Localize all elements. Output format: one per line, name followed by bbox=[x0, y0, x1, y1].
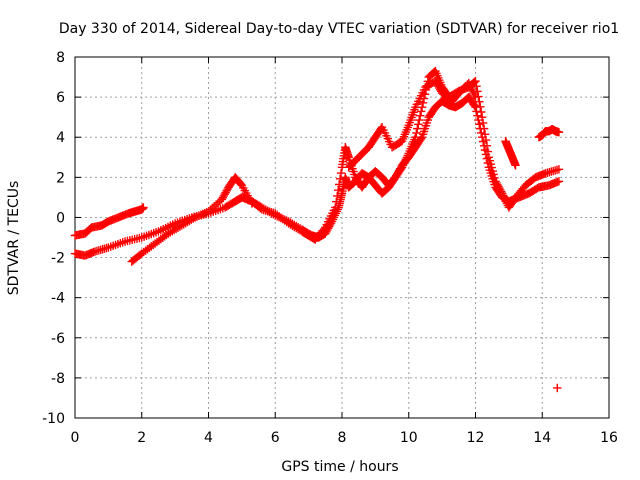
data-point-marker bbox=[486, 159, 495, 169]
y-tick-label: -4 bbox=[51, 291, 65, 307]
data-point-marker bbox=[333, 186, 343, 195]
data-point-marker bbox=[331, 203, 340, 212]
data-point-marker bbox=[480, 130, 490, 139]
data-point-marker bbox=[483, 147, 493, 156]
data-point-marker bbox=[332, 197, 341, 206]
data-point-marker bbox=[333, 191, 342, 201]
data-point-marker bbox=[554, 177, 564, 186]
data-point-marker bbox=[471, 92, 480, 102]
data-point-marker bbox=[473, 111, 482, 120]
y-tick-label: 2 bbox=[56, 170, 65, 186]
y-tick-label: 0 bbox=[56, 210, 65, 226]
y-axis-label: SDTVAR / TECUs bbox=[6, 181, 22, 296]
y-tick-label: -10 bbox=[42, 411, 65, 427]
y-tick-label: 6 bbox=[56, 90, 65, 106]
data-point-marker bbox=[470, 101, 479, 110]
data-point-marker bbox=[335, 174, 345, 183]
series-track-a bbox=[70, 203, 148, 240]
data-point-marker bbox=[482, 141, 492, 151]
x-tick-labels: 0 2 4 6 8 10 12 14 16 bbox=[71, 430, 618, 446]
y-tick-label: -2 bbox=[51, 251, 65, 267]
data-point-marker bbox=[475, 97, 484, 106]
data-point-marker bbox=[477, 112, 487, 122]
data-point-marker bbox=[414, 120, 423, 129]
data-point-marker bbox=[139, 203, 148, 212]
data-point-marker bbox=[417, 102, 427, 112]
data-point-marker bbox=[511, 161, 520, 170]
series-track-f bbox=[501, 137, 520, 170]
data-points bbox=[70, 66, 564, 393]
data-point-marker bbox=[416, 134, 426, 143]
series-outlier bbox=[553, 383, 562, 393]
x-tick-label: 2 bbox=[137, 430, 146, 446]
data-point-marker bbox=[475, 120, 484, 129]
data-point-marker bbox=[416, 107, 426, 116]
data-point-marker bbox=[488, 166, 497, 176]
data-point-marker bbox=[485, 156, 495, 165]
data-point-marker bbox=[476, 102, 485, 112]
data-point-marker bbox=[478, 118, 488, 128]
data-point-marker bbox=[470, 77, 479, 87]
data-point-marker bbox=[553, 383, 562, 393]
data-point-marker bbox=[413, 124, 422, 133]
x-tick-label: 16 bbox=[600, 430, 618, 446]
data-point-marker bbox=[415, 115, 424, 125]
x-tick-label: 10 bbox=[400, 430, 418, 446]
data-point-marker bbox=[554, 165, 564, 174]
x-tick-label: 8 bbox=[338, 430, 347, 446]
data-point-marker bbox=[412, 128, 421, 138]
y-tick-label: -8 bbox=[51, 371, 65, 387]
data-point-marker bbox=[554, 128, 564, 137]
axis-ticks bbox=[74, 56, 610, 419]
data-point-marker bbox=[336, 168, 346, 178]
series-track-d bbox=[247, 66, 564, 244]
data-point-marker bbox=[477, 107, 486, 117]
x-tick-label: 6 bbox=[271, 430, 280, 446]
data-point-marker bbox=[479, 124, 489, 133]
data-point-marker bbox=[481, 135, 491, 145]
data-point-marker bbox=[334, 180, 344, 189]
data-point-marker bbox=[490, 173, 499, 183]
data-point-marker bbox=[415, 111, 425, 120]
y-tick-label: 8 bbox=[56, 50, 65, 66]
x-tick-label: 4 bbox=[204, 430, 213, 446]
data-point-marker bbox=[411, 133, 420, 142]
data-point-marker bbox=[471, 76, 480, 86]
y-tick-labels: -10 -8 -6 -4 -2 0 2 4 6 8 bbox=[42, 50, 65, 427]
data-point-marker bbox=[484, 153, 494, 162]
y-tick-label: -6 bbox=[51, 331, 65, 347]
data-point-marker bbox=[477, 128, 486, 138]
series-track-g bbox=[534, 125, 564, 142]
x-tick-label: 0 bbox=[71, 430, 80, 446]
data-point-marker bbox=[418, 98, 428, 108]
data-point-marker bbox=[489, 170, 498, 179]
data-point-marker bbox=[472, 82, 481, 91]
chart-title: Day 330 of 2014, Sidereal Day-to-day VTE… bbox=[59, 21, 619, 37]
y-tick-label: 4 bbox=[56, 130, 65, 146]
data-point-marker bbox=[487, 163, 496, 172]
x-tick-label: 12 bbox=[467, 430, 485, 446]
x-axis-label: GPS time / hours bbox=[281, 459, 398, 475]
x-tick-label: 14 bbox=[533, 430, 551, 446]
series-track-e bbox=[344, 76, 480, 172]
